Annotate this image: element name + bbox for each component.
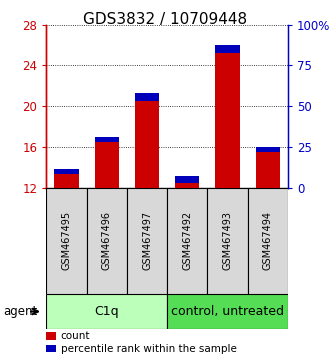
Bar [175,176,199,183]
Bar [87,188,127,294]
Text: GSM467494: GSM467494 [263,211,273,270]
Text: GSM467496: GSM467496 [102,211,112,270]
Text: count: count [61,331,90,341]
Bar [54,169,78,175]
Text: percentile rank within the sample: percentile rank within the sample [61,343,237,354]
Bar [127,188,167,294]
Text: control, untreated: control, untreated [171,305,284,318]
Bar [46,345,56,352]
Bar [46,332,56,340]
Bar [208,188,248,294]
Bar [167,294,288,329]
Bar [46,294,167,329]
Bar [167,188,208,294]
Bar [95,137,119,142]
Text: GDS3832 / 10709448: GDS3832 / 10709448 [83,12,248,27]
Text: agent: agent [3,305,37,318]
Bar [95,142,119,188]
Bar [46,188,87,294]
Bar [135,93,159,101]
Bar [175,183,199,188]
Bar [135,101,159,188]
Bar [256,147,280,152]
Bar [215,45,240,53]
Bar [256,152,280,188]
Text: GSM467497: GSM467497 [142,211,152,270]
Bar [215,53,240,188]
Text: GSM467492: GSM467492 [182,211,192,270]
Text: GSM467493: GSM467493 [222,211,233,270]
Bar [248,188,288,294]
Text: GSM467495: GSM467495 [62,211,71,270]
Bar [54,175,78,188]
Text: C1q: C1q [94,305,119,318]
